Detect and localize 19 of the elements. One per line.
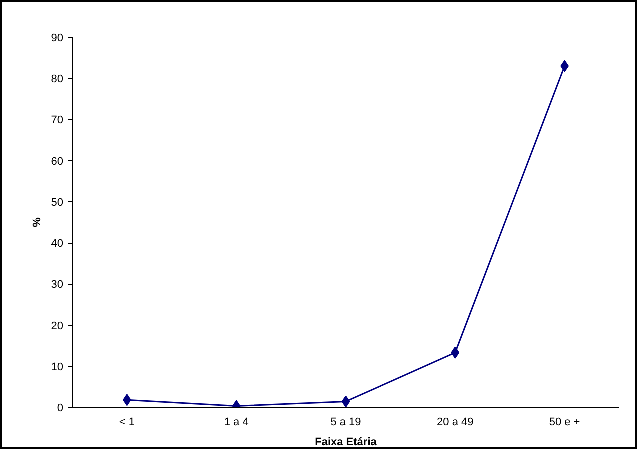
x-tick-label: 20 a 49 — [437, 416, 474, 428]
point — [451, 346, 460, 359]
y-tick-label: 10 — [51, 361, 64, 374]
y-tick-label: 90 — [51, 32, 64, 44]
x-axis-title: Faixa Etária — [315, 436, 378, 448]
y-tick-label: 60 — [51, 156, 64, 168]
x-tick-label: 1 a 4 — [224, 416, 249, 428]
y-tick-label: 70 — [51, 114, 64, 127]
x-tick-label: < 1 — [119, 416, 136, 428]
y-tick-label: 30 — [51, 279, 64, 292]
y-tick-label: 80 — [51, 74, 64, 86]
y-tick-label: 40 — [51, 238, 64, 250]
x-tick-label: 50 e + — [549, 416, 580, 428]
y-tick-label: 20 — [51, 320, 64, 332]
point — [342, 396, 350, 408]
y-tick-label: 50 — [51, 196, 64, 209]
y-tick-label: 0 — [57, 402, 64, 414]
y-axis-title: % — [31, 217, 44, 228]
x-tick-label: 5 a 19 — [330, 416, 362, 428]
